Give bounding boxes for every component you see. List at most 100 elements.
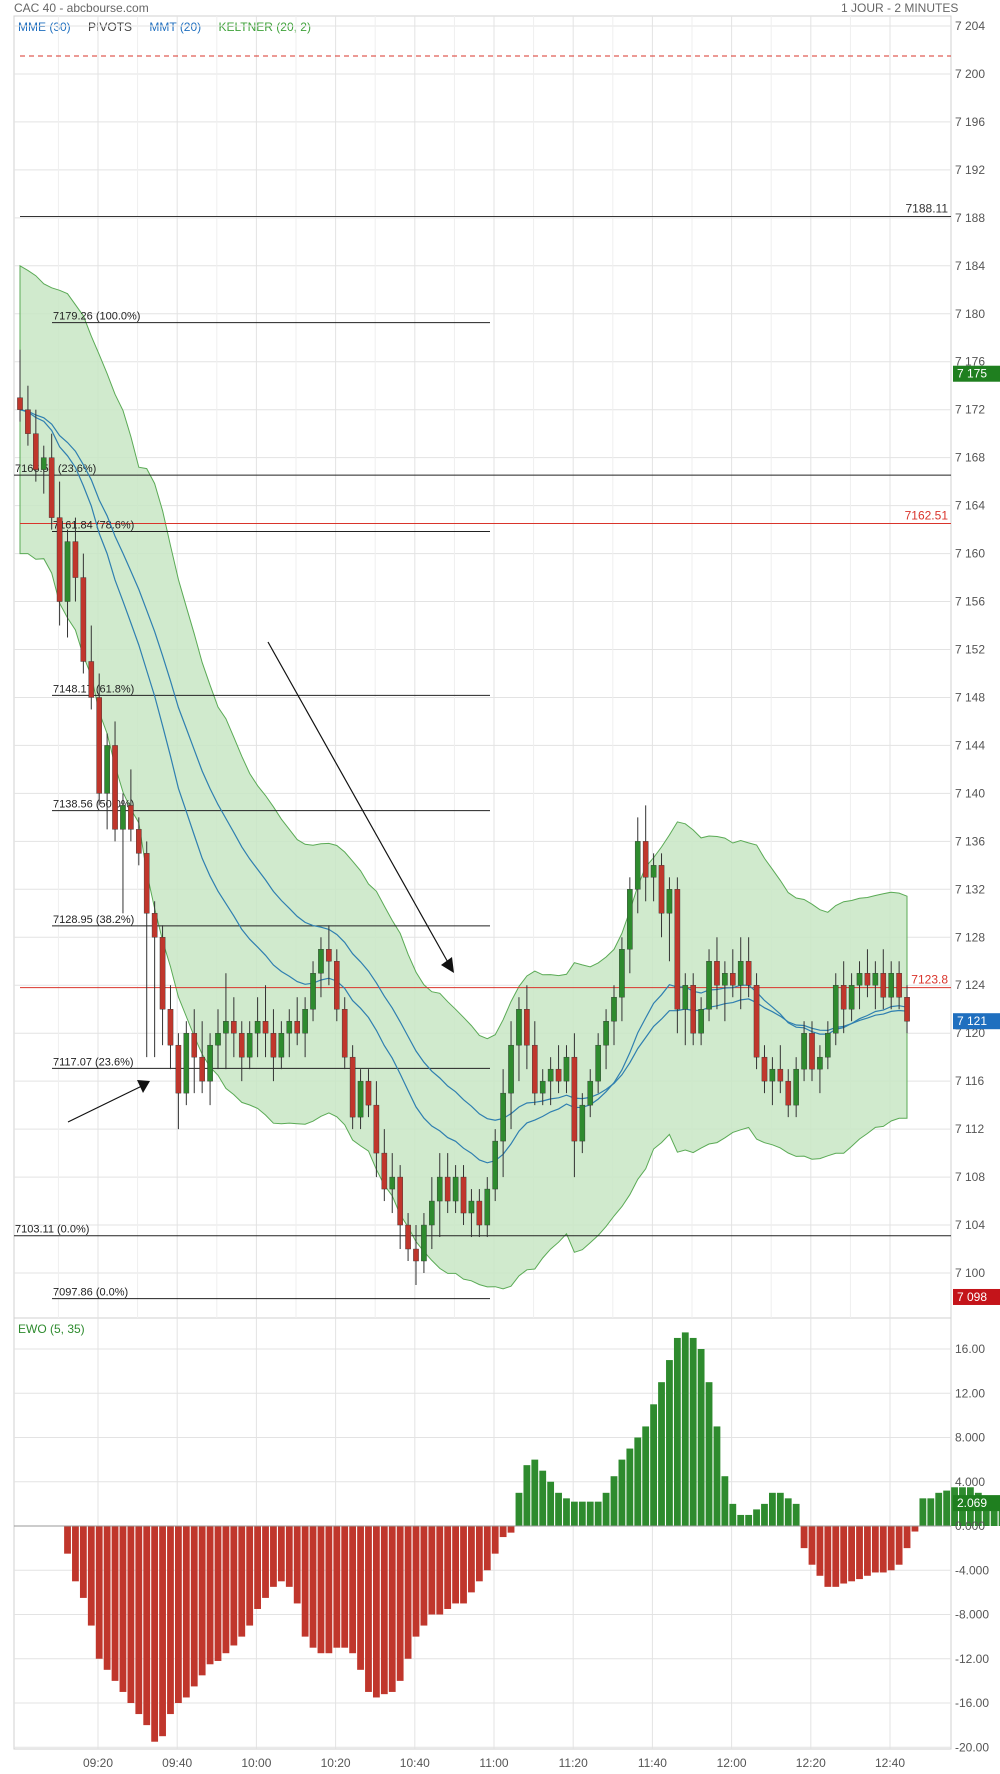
ewo-bar bbox=[761, 1503, 768, 1526]
candle-body bbox=[524, 1009, 530, 1046]
price-y-tick-label: 7 108 bbox=[955, 1170, 985, 1184]
ewo-y-tick-label: 4.000 bbox=[955, 1475, 985, 1489]
legend-mmt[interactable]: MMT (20) bbox=[149, 20, 202, 34]
ewo-bar bbox=[507, 1526, 515, 1533]
candle-body bbox=[793, 1068, 799, 1106]
candle-body bbox=[349, 1056, 356, 1118]
ewo-panel-frame bbox=[13, 1317, 952, 1750]
ewo-bar bbox=[856, 1526, 863, 1580]
candle-body bbox=[72, 541, 79, 578]
ewo-bar bbox=[515, 1492, 523, 1526]
candle-body bbox=[777, 1068, 784, 1082]
candle-body bbox=[460, 1176, 467, 1214]
candle-body bbox=[880, 973, 887, 998]
candle-body bbox=[270, 1032, 277, 1058]
candle-body bbox=[555, 1068, 562, 1082]
price-y-tick-label: 7 112 bbox=[955, 1122, 984, 1136]
ewo-bar bbox=[79, 1526, 87, 1598]
candle-body bbox=[135, 829, 142, 854]
price-y-tick-label: 7 120 bbox=[955, 1026, 985, 1040]
ewo-bar bbox=[190, 1526, 198, 1687]
x-tick-label: 12:20 bbox=[796, 1756, 826, 1770]
candle-body bbox=[864, 973, 871, 986]
ewo-bar bbox=[64, 1526, 71, 1554]
legend-keltner[interactable]: KELTNER (20, 2) bbox=[218, 20, 311, 34]
horizontal-level-label: 7188.11 bbox=[906, 202, 949, 216]
candle-layer bbox=[17, 349, 910, 1285]
x-tick-label: 11:20 bbox=[559, 1756, 588, 1770]
ewo-bar bbox=[198, 1526, 206, 1676]
ewo-bar bbox=[634, 1437, 642, 1526]
legend-mme[interactable]: MME (30) bbox=[18, 20, 71, 34]
candle-body bbox=[634, 841, 641, 890]
ewo-bar bbox=[721, 1476, 729, 1526]
candle-body bbox=[627, 889, 633, 950]
fibonacci-level-label: 7128.95 (38.2%) bbox=[53, 914, 134, 926]
price-y-tick-label: 7 116 bbox=[955, 1074, 984, 1088]
ewo-bar bbox=[903, 1526, 911, 1549]
candle-body bbox=[611, 997, 617, 1022]
candle-body bbox=[215, 1032, 221, 1046]
candle-body bbox=[286, 1021, 293, 1034]
ewo-layer bbox=[14, 1332, 1000, 1742]
ewo-bar bbox=[222, 1526, 230, 1654]
candle-body bbox=[745, 961, 752, 986]
ewo-bar bbox=[254, 1526, 261, 1609]
ewo-bar bbox=[586, 1501, 594, 1526]
candle-body bbox=[365, 1080, 372, 1106]
x-tick-label: 11:00 bbox=[479, 1756, 508, 1770]
ewo-bar bbox=[745, 1514, 753, 1526]
ewo-bar bbox=[341, 1526, 349, 1648]
x-tick-label: 12:40 bbox=[875, 1756, 905, 1770]
ewo-bar bbox=[175, 1526, 182, 1703]
fibonacci-level-label: 7103.11 (0.0%) bbox=[15, 1224, 89, 1236]
price-y-tick-label: 7 156 bbox=[955, 595, 985, 609]
chart-source-title: CAC 40 - abcbourse.com bbox=[14, 1, 149, 15]
price-y-tick-label: 7 124 bbox=[955, 978, 985, 992]
candle-body bbox=[167, 1009, 174, 1046]
candle-body bbox=[151, 913, 158, 938]
ewo-bar bbox=[531, 1459, 539, 1526]
price-y-tick-label: 7 104 bbox=[955, 1218, 985, 1232]
legend-pivots[interactable]: PIVOTS bbox=[88, 20, 133, 34]
ewo-bar bbox=[816, 1526, 824, 1576]
candle-body bbox=[619, 949, 625, 998]
price-y-tick-label: 7 204 bbox=[955, 19, 985, 33]
candle-body bbox=[452, 1176, 459, 1202]
ewo-bar bbox=[776, 1492, 784, 1526]
fibonacci-level-label: 7097.86 (0.0%) bbox=[53, 1287, 128, 1299]
ewo-bar bbox=[650, 1404, 657, 1526]
ewo-value-badge bbox=[953, 1495, 1000, 1512]
ewo-bar bbox=[769, 1492, 776, 1526]
price-y-tick-label: 7 152 bbox=[955, 643, 985, 657]
ewo-bar bbox=[729, 1503, 737, 1526]
ewo-bar bbox=[95, 1526, 103, 1659]
x-tick-label: 10:00 bbox=[241, 1756, 271, 1770]
candle-body bbox=[666, 889, 673, 914]
ewo-bar bbox=[317, 1526, 325, 1654]
ewo-bar bbox=[784, 1498, 792, 1526]
x-tick-label: 09:20 bbox=[83, 1756, 113, 1770]
candle-body bbox=[761, 1056, 768, 1082]
ewo-y-tick-label: 12.00 bbox=[955, 1386, 985, 1400]
ewo-bar bbox=[460, 1526, 467, 1604]
candle-body bbox=[698, 1009, 704, 1034]
candle-body bbox=[421, 1224, 427, 1262]
price-y-tick-label: 7 144 bbox=[955, 738, 985, 752]
ewo-y-tick-label: -8.000 bbox=[955, 1608, 989, 1622]
price-y-tick-label: 7 184 bbox=[955, 259, 985, 273]
candle-body bbox=[500, 1092, 506, 1142]
candle-body bbox=[714, 961, 720, 986]
ewo-bar bbox=[325, 1526, 333, 1654]
annotation-arrowhead bbox=[137, 1080, 150, 1093]
candle-body bbox=[231, 1021, 237, 1034]
legend-ewo[interactable]: EWO (5, 35) bbox=[18, 1322, 85, 1336]
price-y-tick-label: 7 160 bbox=[955, 547, 985, 561]
ewo-bar bbox=[301, 1526, 309, 1637]
candle-body bbox=[579, 1104, 586, 1142]
price-y-tick-label: 7 192 bbox=[955, 163, 985, 177]
candle-body bbox=[223, 1021, 229, 1034]
ewo-bar bbox=[143, 1526, 151, 1726]
ewo-bar bbox=[333, 1526, 341, 1648]
candle-body bbox=[603, 1021, 609, 1046]
